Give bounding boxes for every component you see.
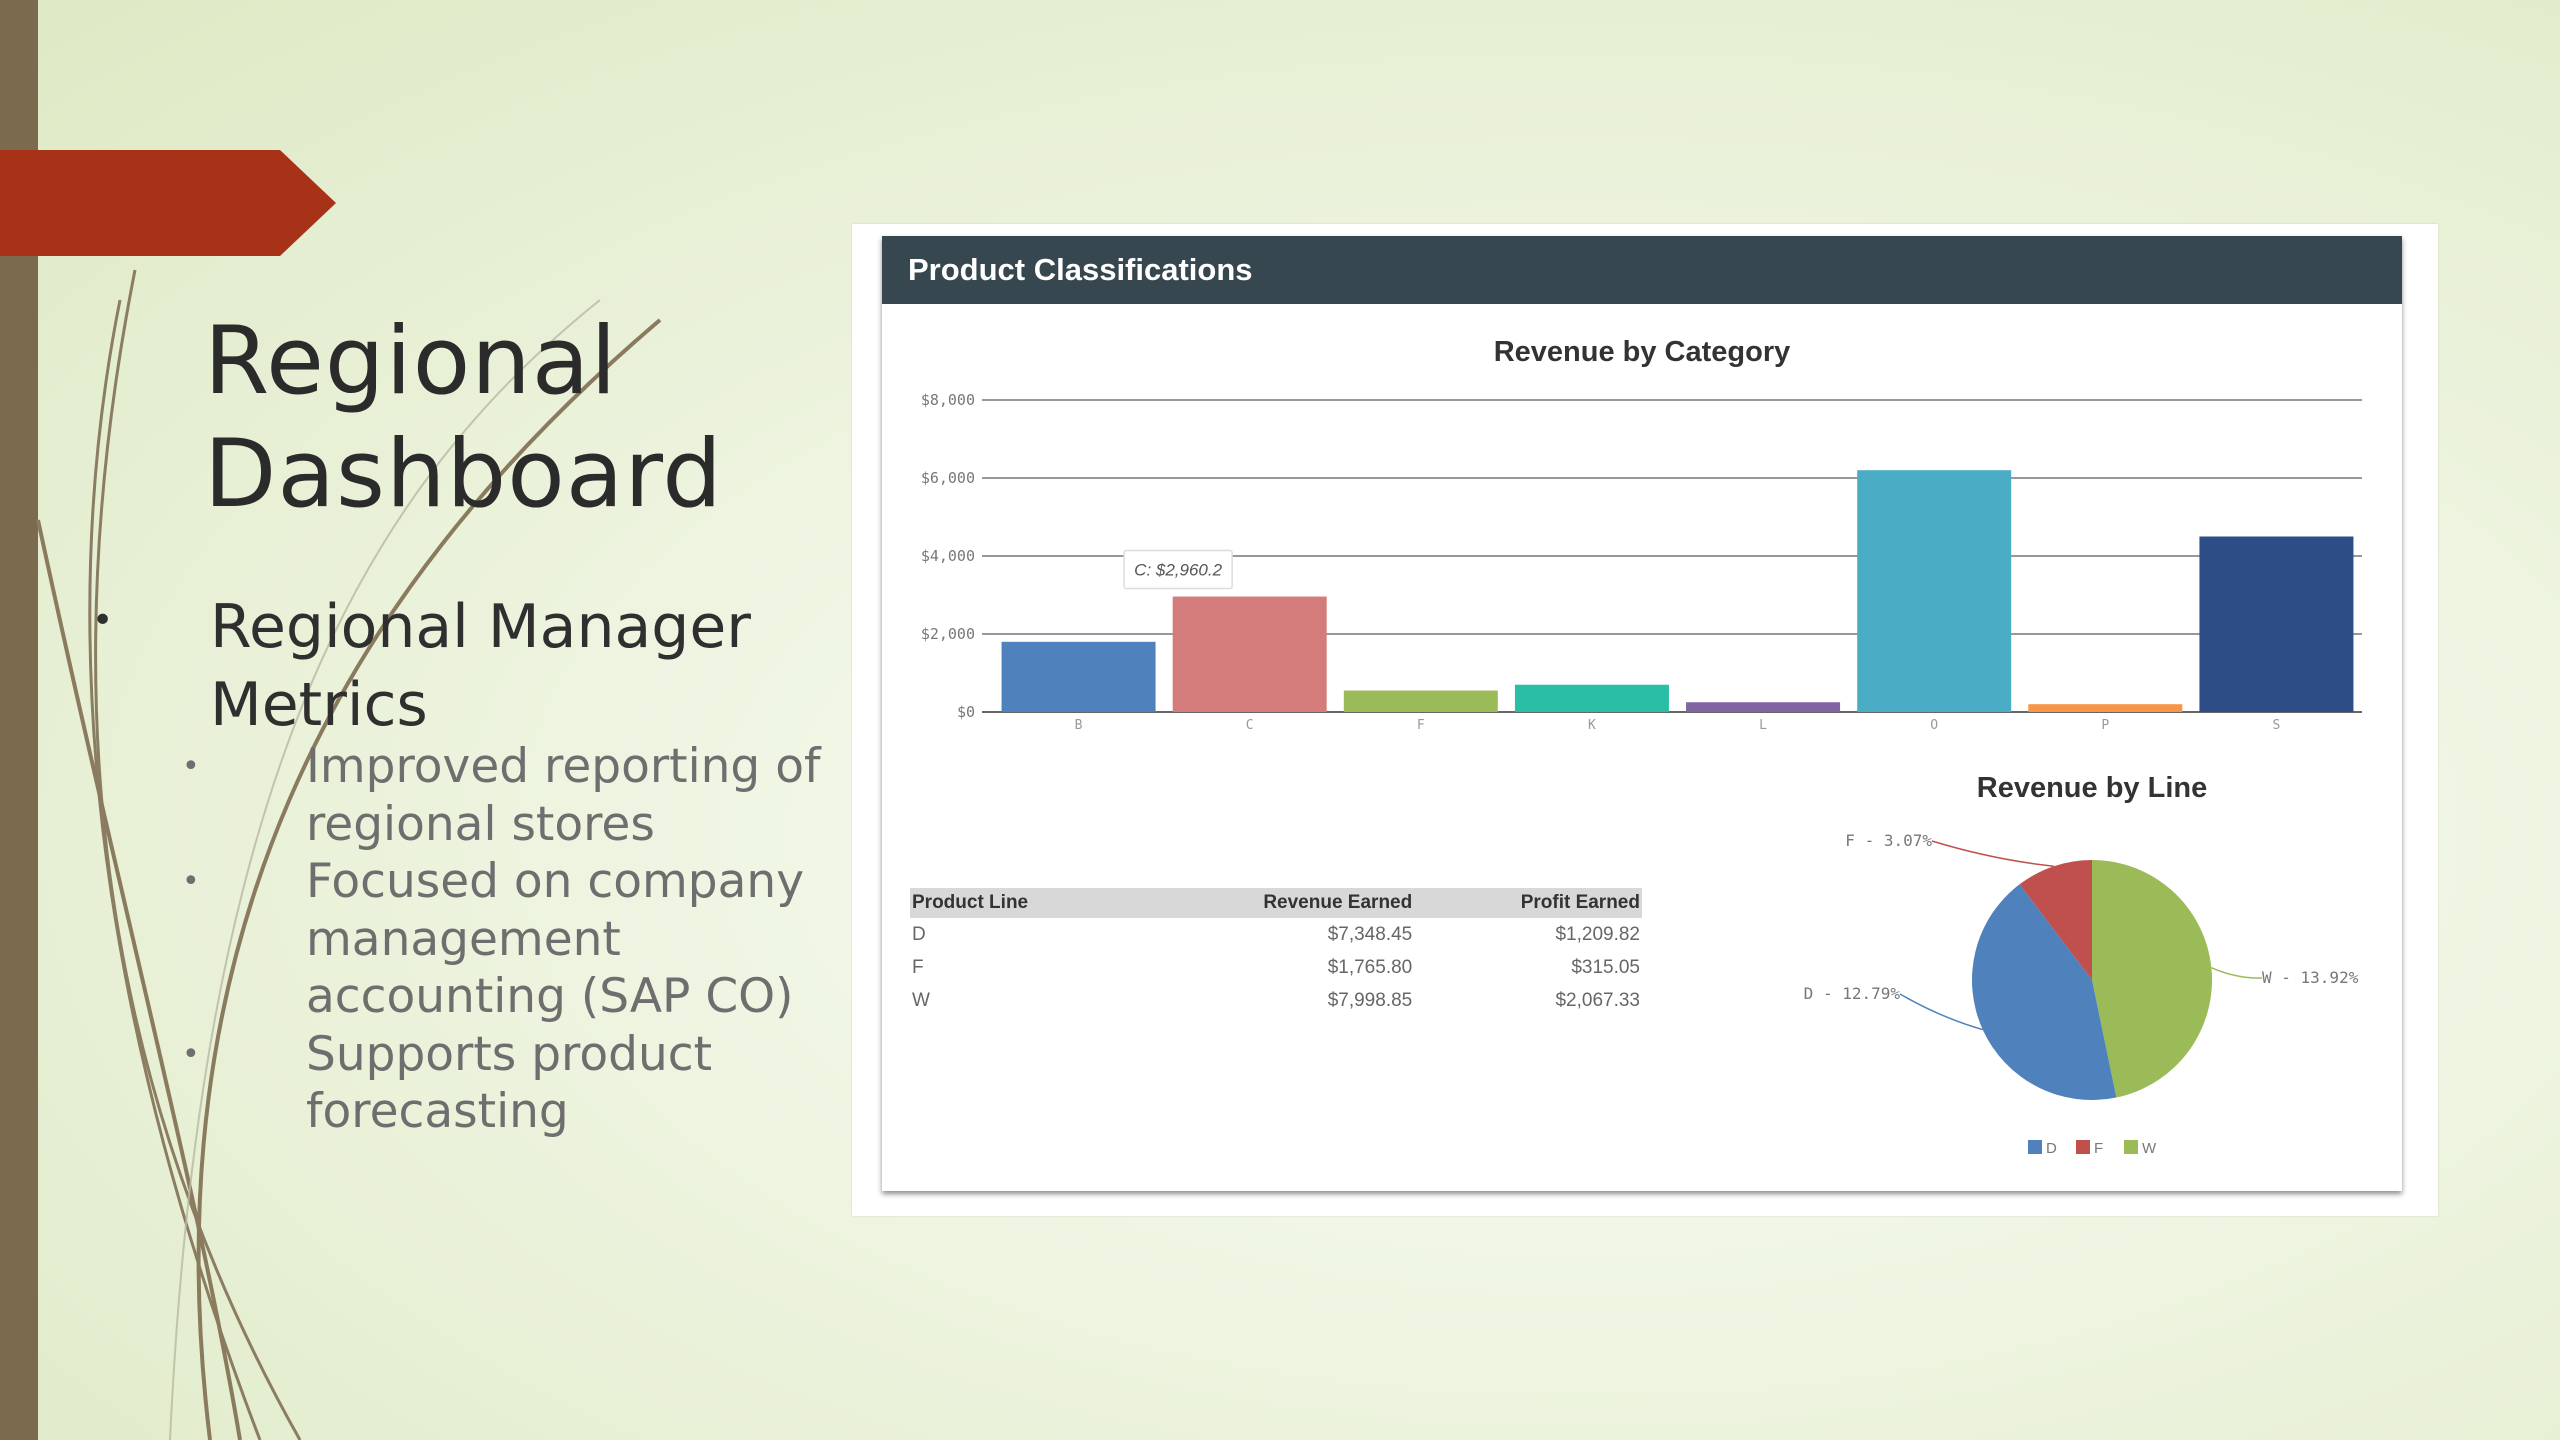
legend-label-F: F <box>2094 1140 2103 1157</box>
pie-label-W: W - 13.92% <box>2262 968 2359 987</box>
dashboard-panel: Product Classifications Revenue by Categ… <box>882 236 2402 1191</box>
col-header-product-line[interactable]: Product Line <box>910 888 1132 918</box>
chart-title: Revenue by Category <box>1494 336 1791 368</box>
bar-tooltip: C: $2,960.2 <box>1123 549 1233 590</box>
tooltip-box <box>1123 549 1233 590</box>
slide-title-line1: Regional <box>204 307 618 416</box>
pie-slice-W <box>2092 860 2213 1098</box>
y-tick-label: $4,000 <box>921 547 975 565</box>
table-cell: $7,348.45 <box>1327 923 1413 945</box>
tooltip-text: C: $2,960.2 <box>1134 561 1222 580</box>
table-cell: $1,209.82 <box>1555 923 1640 945</box>
bar-B <box>1001 641 1156 712</box>
panel-header: Product Classifications <box>882 236 2402 304</box>
accent-arrow-shape <box>0 150 336 256</box>
x-tick-label: F <box>1417 718 1425 733</box>
table-cell: $315.05 <box>1571 956 1640 978</box>
x-tick-label: S <box>2273 718 2281 733</box>
sub-bullet-text: Focused on company management accounting… <box>306 854 805 1024</box>
x-tick-label: L <box>1759 718 1767 733</box>
bullet-dot: • <box>92 600 114 641</box>
sub-bullet-item: • Improved reporting of regional stores <box>182 738 842 853</box>
x-tick-label: B <box>1075 718 1083 733</box>
bar-C <box>1172 596 1327 712</box>
revenue-by-category-chart[interactable]: Revenue by Category $0 $2,000 $4,000 $6,000 $… <box>882 304 2402 824</box>
x-tick-label: P <box>2101 718 2109 733</box>
bar-P <box>2028 704 2183 712</box>
table-cell: W <box>912 989 930 1011</box>
legend-label-W: W <box>2142 1140 2157 1157</box>
table-cell: $1,765.80 <box>1327 956 1413 978</box>
pie-slice-D <box>1972 884 2117 1100</box>
legend-swatch <box>2124 1140 2138 1154</box>
table-row: D $7,348.45 $1,209.82 <box>910 918 1642 951</box>
legend-label-D: D <box>2046 1140 2057 1157</box>
dashboard-screenshot: Product Classifications Revenue by Categ… <box>852 224 2438 1216</box>
sub-bullet-text: Improved reporting of regional stores <box>306 739 821 852</box>
table-cell: F <box>912 956 924 978</box>
sub-bullet-item: • Supports product forecasting <box>182 1026 842 1141</box>
legend-swatch <box>2028 1140 2042 1154</box>
table-row: F $1,765.80 $315.05 <box>910 951 1642 984</box>
bullet-dot: • <box>182 1036 200 1072</box>
table-header-row: Product Line Revenue Earned Profit Earne… <box>910 888 1642 918</box>
pie-leader-line <box>1899 993 1983 1031</box>
bullet-dot: • <box>182 749 200 784</box>
y-tick-label: $2,000 <box>921 625 975 643</box>
chart-title: Revenue by Line <box>1977 772 2207 804</box>
bar-O <box>1857 470 2012 712</box>
sub-bullet-text: Supports product forecasting <box>306 1026 712 1140</box>
col-header-revenue-earned[interactable]: Revenue Earned <box>1131 888 1415 918</box>
x-tick-label: K <box>1588 718 1596 733</box>
pie-leader-line <box>2211 967 2263 979</box>
bullet-dot: • <box>182 864 200 899</box>
pie-leader-line <box>1931 840 2054 867</box>
table-row: W $7,998.85 $2,067.33 <box>910 984 1642 1017</box>
y-tick-label: $6,000 <box>921 469 975 487</box>
pie-slice-F <box>2019 860 2092 980</box>
col-header-profit-earned[interactable]: Profit Earned <box>1414 888 1642 918</box>
bar-K <box>1514 684 1669 712</box>
bar-F <box>1343 690 1498 712</box>
bar-L <box>1686 702 1841 712</box>
x-tick-label: O <box>1930 718 1938 733</box>
x-tick-label: C <box>1246 718 1254 733</box>
y-tick-label: $8,000 <box>921 391 975 409</box>
bar-S <box>2199 536 2354 712</box>
product-line-table: Product Line Revenue Earned Profit Earne… <box>910 888 1642 1017</box>
table-cell: $2,067.33 <box>1555 989 1640 1011</box>
table-cell: $7,998.85 <box>1327 989 1413 1011</box>
main-bullet-text: Regional Manager Metrics <box>210 592 751 740</box>
sub-bullet-item: • Focused on company management accounti… <box>182 853 842 1026</box>
revenue-by-line-chart[interactable]: Revenue by Line W - 13.92% D - 12.79% F - 3… <box>1682 746 2402 1186</box>
table-cell: D <box>912 923 926 945</box>
sub-bullet-list: • Improved reporting of regional stores … <box>182 738 842 1141</box>
slide-title: Regional Dashboard <box>204 305 844 531</box>
pie-label-D: D - 12.79% <box>1804 984 1901 1003</box>
y-tick-label: $0 <box>957 703 975 721</box>
pie-label-F: F - 3.07% <box>1845 831 1932 850</box>
legend-swatch <box>2076 1140 2090 1154</box>
slide-title-line2: Dashboard <box>204 420 723 529</box>
decorative-swirl-lines <box>36 269 662 1440</box>
